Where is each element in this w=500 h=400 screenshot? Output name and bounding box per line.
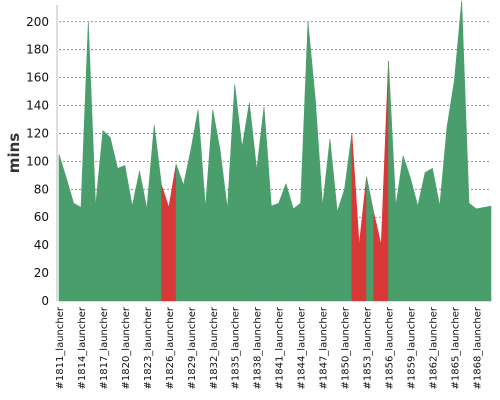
build-duration-segment bbox=[234, 84, 243, 302]
x-tick-label: #1826_launcher bbox=[165, 306, 176, 389]
build-duration-segment bbox=[446, 80, 455, 302]
x-tick-label: #1829_launcher bbox=[187, 306, 198, 389]
x-tick-label: #1856_launcher bbox=[384, 306, 395, 389]
build-duration-segment bbox=[263, 106, 272, 302]
build-duration-segment bbox=[300, 21, 309, 302]
build-duration-segment bbox=[278, 183, 287, 302]
y-tick-label: 180 bbox=[26, 43, 49, 57]
y-tick-label: 60 bbox=[34, 210, 49, 224]
build-duration-segment bbox=[439, 126, 448, 302]
failed-build-segment bbox=[373, 212, 382, 302]
failed-build-segment bbox=[351, 133, 360, 302]
build-duration-segment bbox=[87, 21, 96, 302]
y-tick-label: 40 bbox=[34, 238, 49, 252]
x-tick-label: #1814_launcher bbox=[77, 306, 88, 389]
build-duration-segment bbox=[146, 125, 155, 302]
build-duration-segment bbox=[58, 154, 67, 302]
x-tick-label: #1823_launcher bbox=[143, 306, 154, 389]
failed-build-segment bbox=[168, 164, 177, 302]
failed-build-segment bbox=[358, 176, 367, 302]
build-duration-segment bbox=[124, 165, 133, 302]
x-tick-label: #1811_launcher bbox=[55, 306, 66, 389]
build-duration-segment bbox=[249, 102, 257, 302]
build-duration-segment bbox=[219, 150, 228, 302]
failed-build-segment bbox=[380, 60, 389, 302]
x-tick-label: #1868_launcher bbox=[472, 306, 483, 389]
build-duration-segment bbox=[402, 155, 411, 302]
y-tick-label: 0 bbox=[41, 294, 49, 308]
x-tick-label: #1841_launcher bbox=[275, 306, 286, 389]
build-duration-segment bbox=[307, 21, 316, 302]
build-duration-segment bbox=[102, 129, 111, 302]
x-tick-label: #1850_launcher bbox=[341, 306, 352, 389]
build-duration-segment bbox=[344, 133, 353, 302]
y-tick-label: 100 bbox=[26, 154, 49, 168]
build-duration-segment bbox=[424, 167, 433, 302]
build-duration-segment bbox=[205, 109, 214, 302]
build-duration-segment bbox=[468, 202, 477, 302]
build-duration-segment bbox=[109, 137, 118, 302]
build-duration-segment bbox=[183, 150, 192, 302]
y-tick-label: 140 bbox=[26, 99, 49, 113]
build-duration-segment bbox=[175, 164, 184, 302]
build-duration-segment bbox=[285, 183, 294, 302]
y-tick-label: 120 bbox=[26, 126, 49, 140]
x-tick-label: #1838_launcher bbox=[253, 306, 264, 389]
build-duration-segment bbox=[410, 178, 419, 302]
x-tick-labels: #1811_launcher #1814_launcher #1817_launch… bbox=[55, 306, 483, 389]
build-duration-segment bbox=[476, 207, 484, 302]
x-tick-label: #1865_launcher bbox=[450, 306, 461, 389]
build-duration-segment bbox=[461, 0, 470, 302]
build-duration-segment bbox=[293, 202, 301, 302]
y-tick-label: 80 bbox=[34, 182, 49, 196]
build-duration-segment bbox=[417, 172, 426, 302]
y-tick-label: 160 bbox=[26, 71, 49, 85]
build-duration-segment bbox=[329, 139, 338, 302]
build-duration-segment bbox=[212, 109, 221, 302]
build-duration-segment bbox=[117, 165, 126, 302]
x-tick-label: #1853_launcher bbox=[363, 306, 374, 389]
build-duration-segment bbox=[322, 139, 331, 302]
build-duration-segment bbox=[388, 60, 397, 302]
build-duration-segment bbox=[95, 130, 104, 302]
x-tick-label: #1817_launcher bbox=[99, 306, 110, 389]
build-duration-segment bbox=[153, 125, 162, 302]
build-duration-segment bbox=[483, 205, 492, 302]
build-duration-segment bbox=[271, 202, 279, 302]
build-duration-segment bbox=[241, 102, 250, 302]
build-duration-segment bbox=[80, 21, 89, 302]
y-axis-label: mins bbox=[5, 133, 23, 173]
build-duration-segment bbox=[66, 178, 74, 302]
build-duration-segment bbox=[454, 0, 463, 302]
x-tick-label: #1820_launcher bbox=[121, 306, 132, 389]
build-duration-segment bbox=[366, 176, 375, 302]
x-tick-label: #1844_launcher bbox=[297, 306, 308, 389]
y-tick-labels: 0 20 40 60 80 100 120 140 160 180 200 bbox=[26, 15, 49, 308]
build-duration-segment bbox=[432, 168, 441, 302]
x-tick-label: #1835_launcher bbox=[231, 306, 242, 389]
build-duration-segment bbox=[227, 84, 236, 302]
area-layer bbox=[58, 0, 492, 302]
y-tick-label: 200 bbox=[26, 15, 49, 29]
build-duration-segment bbox=[395, 155, 404, 302]
build-duration-segment bbox=[73, 202, 82, 302]
build-duration-segment bbox=[139, 171, 148, 302]
failed-build-segment bbox=[161, 185, 170, 302]
x-tick-label: #1832_launcher bbox=[209, 306, 220, 389]
build-duration-segment bbox=[336, 189, 345, 302]
build-duration-segment bbox=[197, 109, 206, 302]
build-duration-segment bbox=[314, 98, 323, 302]
build-duration-segment bbox=[256, 106, 265, 302]
build-duration-segment bbox=[190, 109, 199, 302]
x-tick-label: #1862_launcher bbox=[428, 306, 439, 389]
x-tick-label: #1847_launcher bbox=[319, 306, 330, 389]
x-tick-label: #1859_launcher bbox=[406, 306, 417, 389]
build-duration-segment bbox=[131, 171, 140, 302]
y-tick-label: 20 bbox=[34, 266, 49, 280]
